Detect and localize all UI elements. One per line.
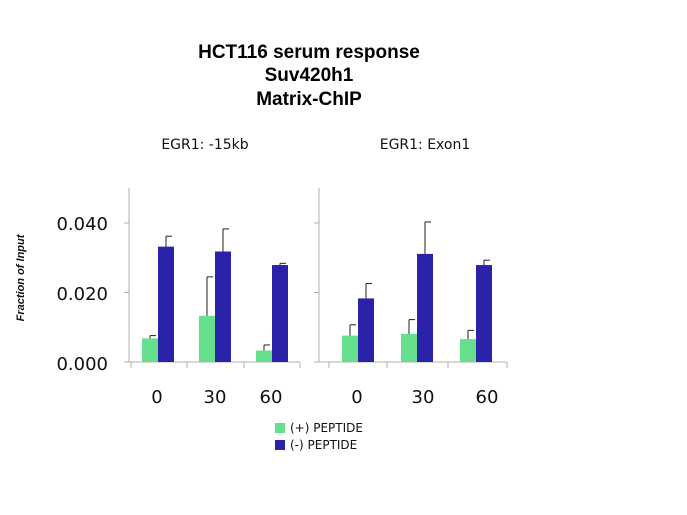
plot-area <box>124 188 508 368</box>
bar-minus-peptide <box>158 246 174 362</box>
x-tick-label: 60 <box>260 387 283 408</box>
y-tick-label-mid: 0.020 <box>56 284 108 305</box>
legend-swatch-plus-peptide <box>275 423 285 433</box>
x-tick-label: 0 <box>351 387 362 408</box>
x-tick-label: 30 <box>412 387 435 408</box>
bar-plus-peptide <box>342 335 358 362</box>
bar-minus-peptide <box>417 253 433 362</box>
bar-plus-peptide <box>142 338 158 362</box>
bar-plus-peptide <box>256 350 272 362</box>
x-tick-labels-right: 0 30 60 <box>351 387 498 408</box>
legend-label-plus-peptide: (+) PEPTIDE <box>290 421 363 435</box>
y-tick-label-max: 0.040 <box>56 214 108 235</box>
title-line-3: Matrix-ChIP <box>256 89 362 110</box>
x-tick-label: 0 <box>151 387 162 408</box>
y-tick-label-zero: 0.000 <box>56 354 108 375</box>
legend-swatch-minus-peptide <box>275 440 285 450</box>
bar-plus-peptide <box>401 333 417 362</box>
bar-plus-peptide <box>199 315 215 362</box>
panel-title-left: EGR1: -15kb <box>161 137 248 153</box>
bar-minus-peptide <box>358 298 374 362</box>
bar-minus-peptide <box>215 251 231 362</box>
legend: (+) PEPTIDE (-) PEPTIDE <box>275 421 363 452</box>
title-line-1: HCT116 serum response <box>198 42 420 63</box>
x-tick-labels-left: 0 30 60 <box>151 387 282 408</box>
x-tick-label: 60 <box>476 387 499 408</box>
bar-minus-peptide <box>476 265 492 362</box>
x-tick-label: 30 <box>204 387 227 408</box>
chart-title: HCT116 serum response Suv420h1 Matrix-Ch… <box>198 42 420 110</box>
y-axis-label: Fraction of Input <box>15 233 27 321</box>
bar-plus-peptide <box>460 339 476 362</box>
panel-title-right: EGR1: Exon1 <box>380 137 471 153</box>
title-line-2: Suv420h1 <box>265 65 354 86</box>
bar-minus-peptide <box>272 265 288 362</box>
legend-label-minus-peptide: (-) PEPTIDE <box>290 438 357 452</box>
